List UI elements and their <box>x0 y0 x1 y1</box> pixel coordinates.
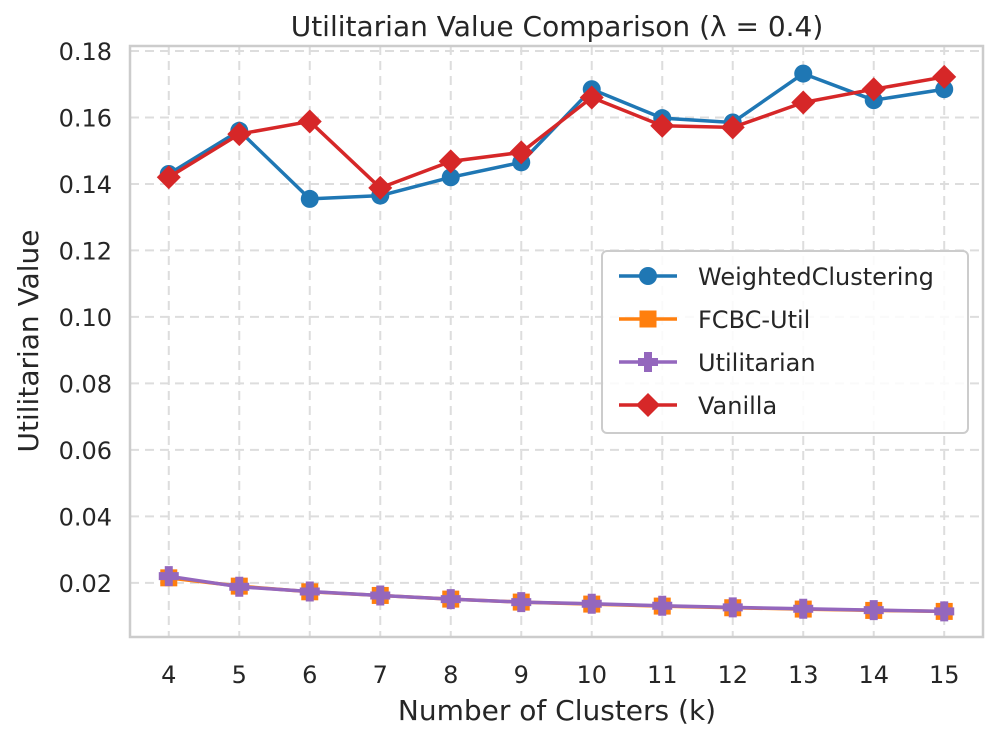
data-point <box>440 589 461 610</box>
data-point <box>300 189 319 208</box>
data-point <box>299 581 320 602</box>
x-tick-label: 9 <box>514 661 529 689</box>
legend-label: FCBC-Util <box>698 306 810 334</box>
x-tick-label: 13 <box>788 661 819 689</box>
y-axis: 0.02 0.04 0.06 0.08 0.10 0.12 0.14 0.16 0.18 <box>59 38 112 598</box>
series-fcbc-util <box>160 569 953 620</box>
data-point <box>650 113 675 138</box>
x-tick-label: 14 <box>858 661 889 689</box>
series-line <box>167 75 945 190</box>
data-point <box>794 64 813 83</box>
legend-item: FCBC-Util <box>619 306 810 334</box>
data-point <box>509 140 534 165</box>
y-tick-label: 0.04 <box>59 503 112 531</box>
x-tick-label: 4 <box>161 661 176 689</box>
x-tick-label: 5 <box>232 661 247 689</box>
y-tick-label: 0.10 <box>59 304 112 332</box>
data-point <box>581 593 602 614</box>
y-tick-label: 0.08 <box>59 370 112 398</box>
data-point <box>370 585 391 606</box>
series-utilitarian <box>158 566 955 622</box>
data-point <box>511 592 532 613</box>
data-point <box>793 598 814 619</box>
data-point <box>156 165 181 190</box>
legend-label: WeightedClustering <box>698 263 934 291</box>
x-tick-label: 10 <box>576 661 607 689</box>
data-point <box>438 149 463 174</box>
y-tick-label: 0.16 <box>59 104 112 132</box>
data-point <box>229 576 250 597</box>
data-point <box>227 122 252 147</box>
x-tick-label: 6 <box>302 661 317 689</box>
y-tick-label: 0.18 <box>59 38 112 66</box>
legend-marker <box>639 310 657 328</box>
data-point <box>934 601 955 622</box>
data-point <box>861 77 886 102</box>
data-point <box>791 90 816 115</box>
x-tick-label: 11 <box>647 661 678 689</box>
legend-marker <box>639 267 657 285</box>
series-line <box>168 574 945 614</box>
data-point <box>935 80 954 99</box>
plot-frame <box>128 44 985 639</box>
chart-title: Utilitarian Value Comparison (λ = 0.4) <box>291 10 824 43</box>
series-layer <box>156 64 957 622</box>
legend-marker <box>638 352 658 372</box>
data-point <box>579 85 604 110</box>
legend-item: WeightedClustering <box>619 263 934 291</box>
data-point <box>297 109 322 134</box>
legend-label: Vanilla <box>698 392 777 420</box>
x-tick-label: 12 <box>717 661 748 689</box>
y-tick-label: 0.06 <box>59 437 112 465</box>
series-weightedclustering <box>159 64 954 208</box>
legend-item: Utilitarian <box>619 349 816 377</box>
y-axis-label: Utilitarian Value <box>12 230 45 453</box>
data-point <box>720 115 745 140</box>
y-tick-label: 0.12 <box>59 237 112 265</box>
x-axis: 4 5 6 7 8 9 10 11 12 13 14 15 <box>161 661 959 689</box>
x-axis-label: Number of Clusters (k) <box>398 694 716 727</box>
legend: WeightedClustering FCBC-Util Utilitarian Va… <box>601 250 969 434</box>
data-point <box>722 597 743 618</box>
legend-item: Vanilla <box>619 392 777 420</box>
data-point <box>158 566 179 587</box>
y-tick-label: 0.14 <box>59 171 112 199</box>
series-vanilla <box>156 64 957 200</box>
data-point <box>368 175 393 200</box>
x-tick-label: 7 <box>373 661 388 689</box>
x-tick-label: 8 <box>443 661 458 689</box>
legend-marker <box>636 393 660 417</box>
data-point <box>652 595 673 616</box>
series-line <box>167 71 945 201</box>
data-point <box>863 600 884 621</box>
legend-box <box>601 250 969 434</box>
data-point <box>441 168 460 187</box>
x-tick-label: 15 <box>929 661 960 689</box>
grid <box>130 46 983 637</box>
legend-label: Utilitarian <box>698 349 816 377</box>
data-point <box>932 64 957 89</box>
y-tick-label: 0.02 <box>59 570 112 598</box>
